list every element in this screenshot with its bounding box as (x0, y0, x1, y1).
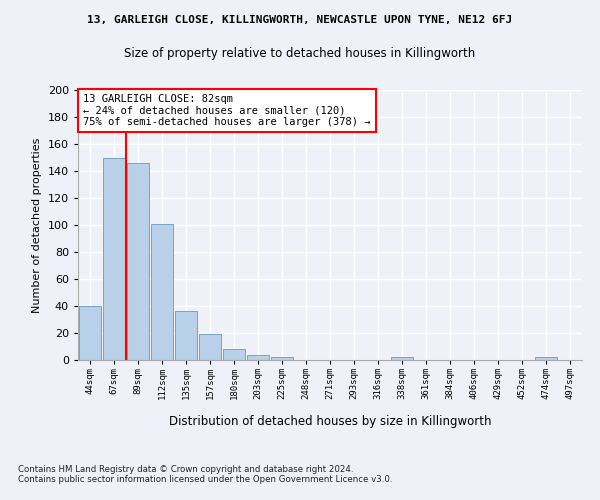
Bar (103, 158, 125, 360)
Bar (127, 163, 149, 360)
Bar (247, 354, 269, 360)
Bar (199, 334, 221, 360)
Text: Distribution of detached houses by size in Killingworth: Distribution of detached houses by size … (169, 415, 491, 428)
Bar (535, 358, 557, 360)
Bar (79, 306, 101, 360)
Bar (391, 358, 413, 360)
Bar (151, 224, 173, 360)
Text: 13 GARLEIGH CLOSE: 82sqm
← 24% of detached houses are smaller (120)
75% of semi-: 13 GARLEIGH CLOSE: 82sqm ← 24% of detach… (83, 94, 371, 127)
Text: Size of property relative to detached houses in Killingworth: Size of property relative to detached ho… (124, 48, 476, 60)
Bar (175, 312, 197, 360)
Text: 13, GARLEIGH CLOSE, KILLINGWORTH, NEWCASTLE UPON TYNE, NE12 6FJ: 13, GARLEIGH CLOSE, KILLINGWORTH, NEWCAS… (88, 15, 512, 25)
Y-axis label: Number of detached properties: Number of detached properties (32, 138, 42, 312)
Bar (223, 349, 245, 360)
Text: Contains HM Land Registry data © Crown copyright and database right 2024.
Contai: Contains HM Land Registry data © Crown c… (18, 465, 392, 484)
Bar (271, 358, 293, 360)
